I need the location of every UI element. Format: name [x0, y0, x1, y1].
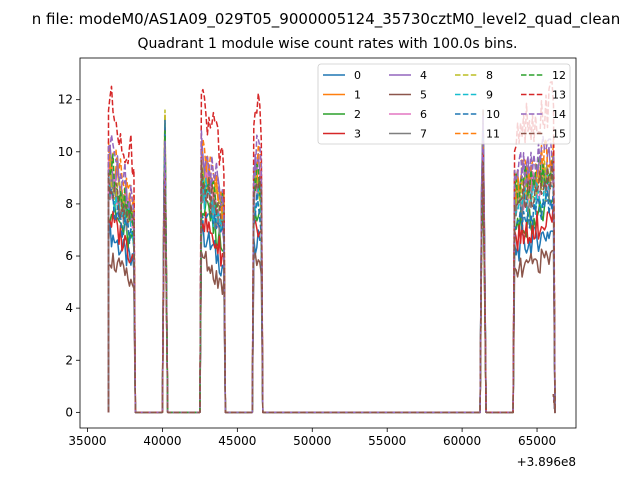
x-tick-label: 35000 — [68, 434, 106, 448]
legend-label-6: 6 — [420, 108, 427, 121]
y-tick-label: 2 — [65, 353, 73, 367]
figure-suptitle: n file: modeM0/AS1A09_029T05_9000005124_… — [31, 10, 621, 28]
series-line-8 — [107, 109, 556, 414]
series-line-4 — [107, 142, 556, 414]
series-line-12 — [107, 130, 556, 414]
legend-label-8: 8 — [486, 69, 493, 82]
y-tick-label: 0 — [65, 405, 73, 419]
y-tick-label: 4 — [65, 301, 73, 315]
x-offset-label: +3.896e8 — [517, 455, 576, 469]
legend-label-3: 3 — [354, 128, 361, 141]
legend-label-0: 0 — [354, 69, 361, 82]
legend-label-13: 13 — [552, 89, 566, 102]
x-tick-label: 55000 — [368, 434, 406, 448]
y-tick-label: 10 — [58, 145, 73, 159]
series-line-1 — [107, 114, 556, 414]
series-line-9 — [107, 130, 556, 414]
series-line-3 — [107, 124, 556, 414]
legend-label-15: 15 — [552, 128, 566, 141]
legend-box — [317, 63, 571, 145]
series-line-11 — [107, 137, 556, 414]
series-line-15 — [107, 160, 556, 414]
legend-label-14: 14 — [552, 108, 566, 121]
plot-lines — [107, 81, 556, 414]
y-tick-label: 12 — [58, 93, 73, 107]
legend-label-12: 12 — [552, 69, 566, 82]
legend-label-1: 1 — [354, 89, 361, 102]
series-line-14 — [107, 114, 556, 414]
series-line-10 — [107, 119, 556, 414]
legend-label-9: 9 — [486, 89, 493, 102]
x-tick-label: 60000 — [443, 434, 481, 448]
y-axis: 0 2 4 6 8 10 12 — [58, 93, 80, 419]
x-axis: 35000 40000 45000 50000 55000 60000 65000 — [68, 428, 556, 448]
x-tick-label: 40000 — [143, 434, 181, 448]
chart-title: Quadrant 1 module wise count rates with … — [137, 36, 518, 52]
legend-label-7: 7 — [420, 128, 427, 141]
series-line-6 — [107, 156, 556, 414]
series-line-0 — [107, 124, 556, 414]
legend-label-4: 4 — [420, 69, 427, 82]
legend-label-2: 2 — [354, 108, 361, 121]
legend-label-11: 11 — [486, 128, 500, 141]
x-tick-label: 65000 — [518, 434, 556, 448]
x-tick-label: 50000 — [293, 434, 331, 448]
x-tick-label: 45000 — [218, 434, 256, 448]
y-tick-label: 8 — [65, 197, 73, 211]
legend-label-10: 10 — [486, 108, 500, 121]
series-line-2 — [107, 135, 556, 414]
legend-label-5: 5 — [420, 89, 427, 102]
axes-frame — [79, 57, 577, 429]
series-line-5 — [107, 109, 556, 414]
series-line-7 — [107, 119, 556, 414]
y-tick-label: 6 — [65, 249, 73, 263]
